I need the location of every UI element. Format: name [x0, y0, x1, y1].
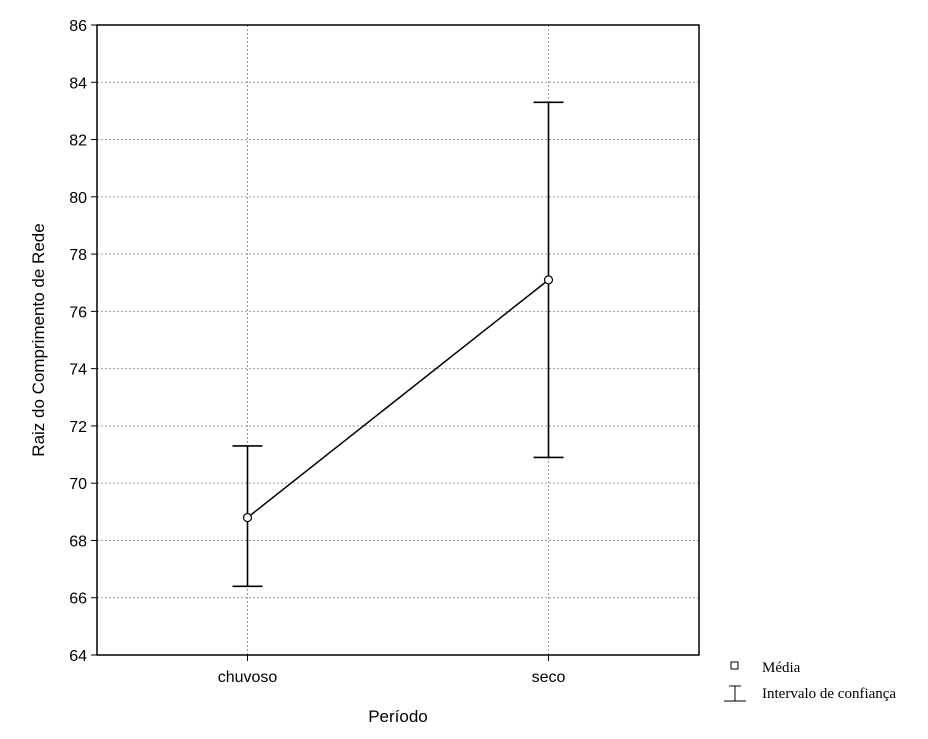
y-tick-label: 80 — [69, 190, 87, 207]
y-tick-label: 78 — [69, 247, 87, 264]
y-tick-label: 76 — [69, 304, 87, 321]
y-tick-label: 84 — [69, 75, 87, 92]
legend: Média Intervalo de confiança — [724, 660, 896, 702]
y-tick-label: 86 — [69, 18, 87, 35]
plot-frame — [96, 24, 700, 656]
legend-ci-marker — [724, 685, 746, 702]
y-tick-label: 68 — [69, 533, 87, 550]
x-axis-title: Período — [368, 707, 428, 726]
mean-point-seco — [543, 275, 554, 285]
legend-mean-marker — [730, 661, 739, 670]
mean-line — [247, 279, 549, 519]
error-bars — [232, 101, 564, 588]
legend-mean-label: Média — [762, 660, 801, 676]
y-tick-label: 72 — [69, 419, 87, 436]
y-tick-label: 66 — [69, 591, 87, 608]
x-axis: chuvoso seco — [218, 655, 566, 686]
legend-ci-label: Intervalo de confiança — [762, 686, 896, 702]
y-tick-label: 74 — [69, 362, 87, 379]
x-tick-label-chuvoso: chuvoso — [218, 669, 278, 686]
y-tick-label: 82 — [69, 133, 87, 150]
y-tick-label: 70 — [69, 476, 87, 493]
mean-points — [242, 275, 554, 523]
grid — [97, 25, 699, 655]
y-axis: 64 66 68 70 72 74 76 78 80 82 84 86 — [69, 18, 97, 665]
y-tick-label: 64 — [69, 648, 87, 665]
mean-point-chuvoso — [242, 512, 253, 523]
y-axis-title: Raiz do Comprimento de Rede — [29, 223, 48, 456]
x-tick-label-seco: seco — [532, 669, 566, 686]
